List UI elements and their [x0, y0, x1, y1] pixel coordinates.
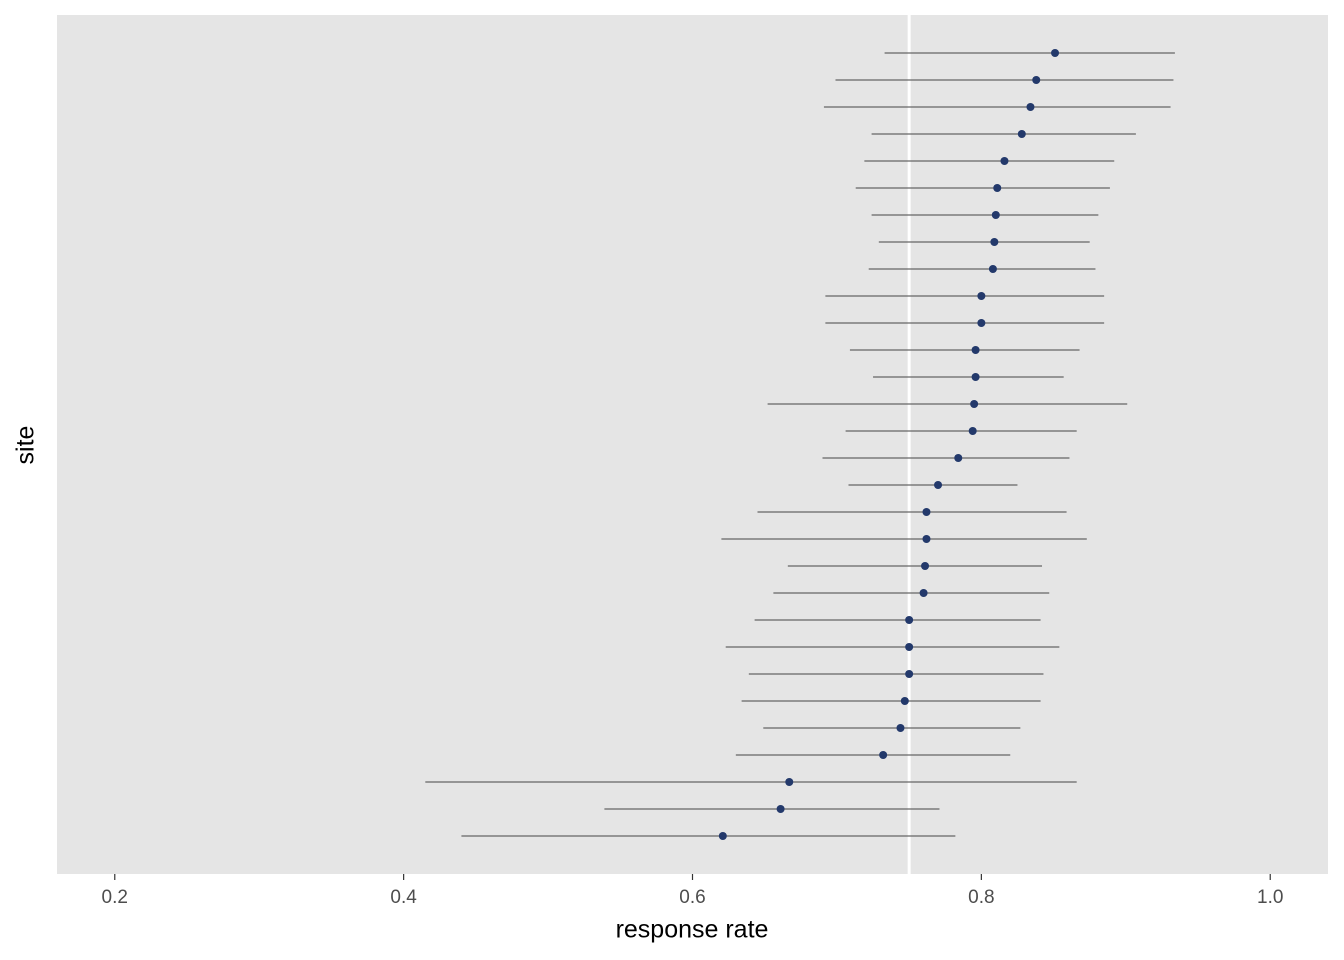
point [991, 211, 1000, 219]
point [988, 265, 997, 273]
point [1000, 157, 1009, 165]
point [971, 373, 980, 381]
point [919, 589, 928, 597]
point [1032, 76, 1041, 84]
point [879, 751, 888, 759]
x-tick-label: 0.6 [679, 887, 705, 908]
plot-panel [57, 15, 1328, 874]
x-tick-label: 0.8 [968, 887, 994, 908]
x-tick-label: 1.0 [1257, 887, 1283, 908]
point [934, 481, 943, 489]
y-axis-title: site [12, 426, 40, 465]
point [977, 292, 986, 300]
point [970, 400, 979, 408]
point [905, 616, 914, 624]
point [905, 670, 914, 678]
point [968, 427, 977, 435]
point [990, 238, 999, 246]
point [922, 508, 931, 516]
point [954, 454, 963, 462]
point [785, 778, 794, 786]
point [977, 319, 986, 327]
point [1017, 130, 1026, 138]
x-tick-label: 0.4 [390, 887, 417, 908]
point [922, 535, 931, 543]
x-axis-title: response rate [616, 916, 769, 944]
point [896, 724, 905, 732]
point [718, 832, 727, 840]
point [921, 562, 930, 570]
point [905, 643, 914, 651]
x-tick-label: 0.2 [102, 887, 128, 908]
point [1051, 49, 1060, 57]
point [971, 346, 980, 354]
point [900, 697, 909, 705]
point [993, 184, 1002, 192]
point [776, 805, 785, 813]
point [1026, 103, 1035, 111]
